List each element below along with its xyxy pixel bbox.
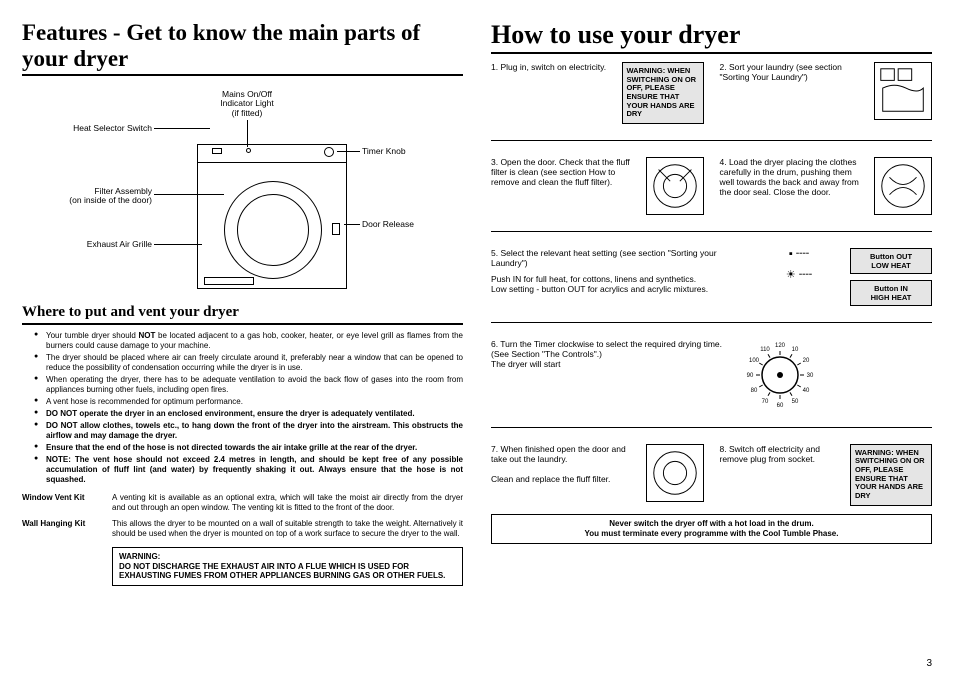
steps: 1. Plug in, switch on electricity. WARNI…	[491, 62, 932, 506]
step-2: 2. Sort your laundry (see section "Sorti…	[720, 62, 933, 124]
dryer-diagram: Heat Selector Switch Mains On/OffIndicat…	[22, 84, 463, 294]
timer-dial: 120 10 20 30 40 50 60 70 80 90 100110	[744, 339, 816, 411]
svg-text:90: 90	[747, 373, 754, 379]
step-6: 6. Turn the Timer clockwise to select th…	[491, 339, 932, 411]
button-in-high: Button IN HIGH HEAT	[850, 280, 932, 306]
right-column: How to use your dryer 1. Plug in, switch…	[491, 20, 932, 661]
step-5: 5. Select the relevant heat setting (see…	[491, 248, 932, 306]
svg-text:100: 100	[749, 358, 760, 364]
left-column: Features - Get to know the main parts of…	[22, 20, 463, 661]
step-4: 4. Load the dryer placing the clothes ca…	[720, 157, 933, 215]
svg-text:70: 70	[762, 399, 769, 405]
laundry-icon	[874, 62, 932, 120]
label-filter: Filter Assembly(on inside of the door)	[22, 187, 152, 206]
label-mains: Mains On/OffIndicator Light(if fitted)	[192, 90, 302, 118]
warning-gray-2: WARNING: WHEN SWITCHING ON OR OFF, PLEAS…	[850, 444, 932, 506]
step-7: 7. When finished open the door and take …	[491, 444, 704, 506]
load-icon	[874, 157, 932, 215]
step-3: 3. Open the door. Check that the fluff f…	[491, 157, 704, 215]
low-heat-icon: ▪ ╌╌	[789, 248, 809, 261]
high-heat-icon: ☀ ╌╌	[786, 269, 812, 282]
warning-gray-1: WARNING: WHEN SWITCHING ON OR OFF, PLEAS…	[622, 62, 704, 124]
svg-text:110: 110	[760, 347, 770, 353]
features-heading: Features - Get to know the main parts of…	[22, 20, 463, 76]
svg-text:60: 60	[777, 403, 784, 409]
svg-text:40: 40	[803, 388, 810, 394]
filter-icon	[646, 157, 704, 215]
svg-text:120: 120	[775, 343, 786, 349]
label-door-release: Door Release	[362, 220, 414, 229]
label-exhaust: Exhaust Air Grille	[22, 240, 152, 249]
svg-text:80: 80	[751, 388, 758, 394]
filter-icon-2	[646, 444, 704, 502]
where-heading: Where to put and vent your dryer	[22, 304, 463, 325]
dryer-illustration	[197, 144, 347, 289]
svg-text:30: 30	[807, 373, 814, 379]
warning-box: WARNING: DO NOT DISCHARGE THE EXHAUST AI…	[112, 547, 463, 586]
page-number: 3	[926, 658, 932, 669]
step-8: 8. Switch off electricity and remove plu…	[720, 444, 933, 506]
howto-heading: How to use your dryer	[491, 20, 932, 54]
svg-text:10: 10	[792, 347, 799, 353]
footnote: Never switch the dryer off with a hot lo…	[491, 514, 932, 545]
step-1: 1. Plug in, switch on electricity. WARNI…	[491, 62, 704, 124]
kits: Window Vent KitA venting kit is availabl…	[22, 487, 463, 539]
label-heat-switch: Heat Selector Switch	[22, 124, 152, 133]
svg-text:20: 20	[803, 358, 810, 364]
label-timer: Timer Knob	[362, 147, 406, 156]
where-bullets: Your tumble dryer should NOT be located …	[22, 331, 463, 487]
button-out-low: Button OUT LOW HEAT	[850, 248, 932, 274]
svg-text:50: 50	[792, 399, 799, 405]
